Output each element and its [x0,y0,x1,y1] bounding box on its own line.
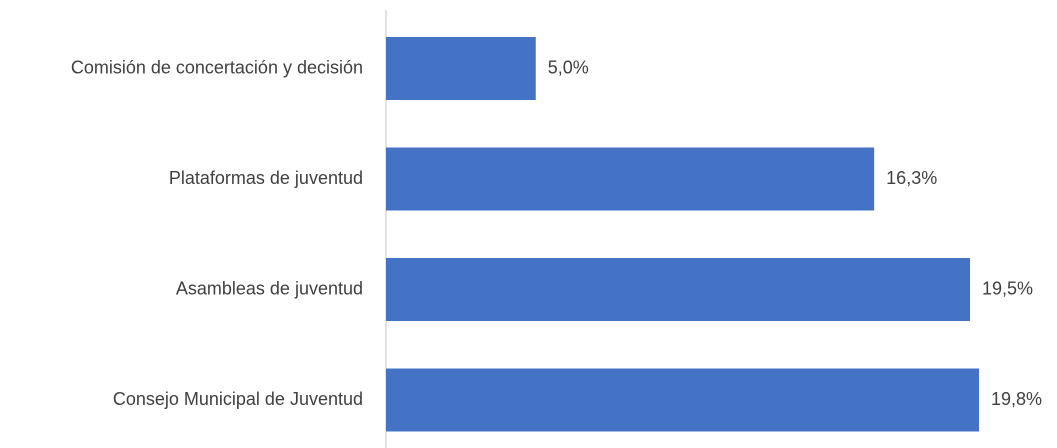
category-label: Asambleas de juventud [176,278,363,298]
bar-row: Comisión de concertación y decisión 5,0% [71,37,589,100]
bar [386,368,979,432]
category-label: Comisión de concertación y decisión [71,57,363,77]
value-label: 5,0% [548,57,589,77]
bar-row: Plataformas de juventud 16,3% [169,147,937,211]
bar [386,37,536,100]
bars-group: Comisión de concertación y decisión 5,0% P… [71,37,1042,432]
bar [386,147,875,211]
category-label: Plataformas de juventud [169,168,363,188]
value-label: 19,8% [991,389,1042,409]
bar-row: Asambleas de juventud 19,5% [176,258,1033,321]
category-label: Consejo Municipal de Juventud [113,389,363,409]
bar-row: Consejo Municipal de Juventud 19,8% [113,368,1042,432]
value-label: 19,5% [982,278,1033,298]
value-label: 16,3% [886,168,937,188]
bar [386,258,971,321]
